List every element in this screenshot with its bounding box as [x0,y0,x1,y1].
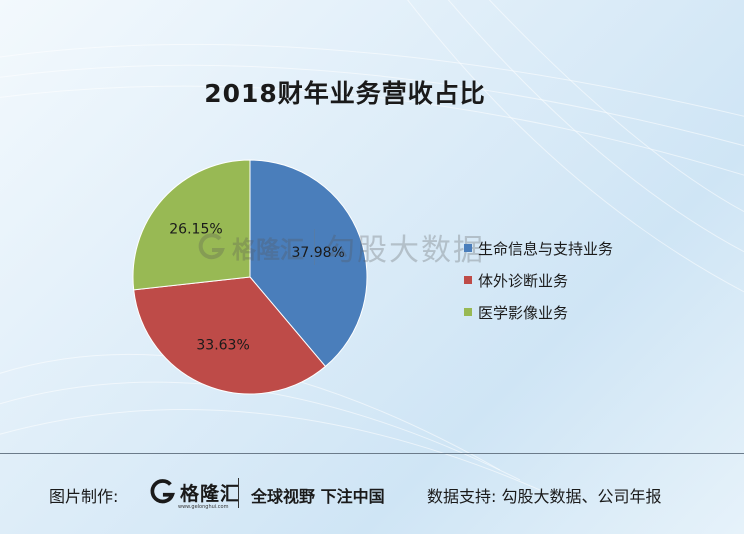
watermark: 格隆汇 勾股大数据 [196,222,496,272]
legend-label: 体外诊断业务 [478,271,569,290]
pie-slice [249,159,368,368]
chart-title: 2018财年业务营收占比 [204,79,486,108]
gelonghui-logo-icon [198,233,225,260]
slogan: 全球视野 下注中国 [251,487,385,506]
legend-label: 生命信息与支持业务 [478,239,614,258]
legend-item: 生命信息与支持业务 [464,232,613,264]
made-by-label: 图片制作: [49,487,119,506]
footer: 图片制作: 格隆汇 www.gelonghui.com 全球视野 下注中国 数据… [0,474,744,514]
footer-divider [238,478,239,508]
pie-chart: 37.98% 33.63% 26.15% [132,159,368,395]
watermark-partner: 勾股大数据 [325,233,485,268]
data-label: 33.63% [196,337,249,353]
data-label: 26.15% [169,222,222,238]
data-label: 37.98% [291,245,344,261]
pie-slice [133,276,327,395]
watermark-divider [314,229,315,265]
legend-item: 体外诊断业务 [464,264,613,296]
footer-logo: 格隆汇 www.gelonghui.com [148,478,241,510]
watermark-brand: 格隆汇 [232,235,304,264]
footer-divider-line [0,453,744,454]
logo-name: 格隆汇 [180,482,241,505]
legend-item: 医学影像业务 [464,296,613,328]
pie-slice [132,159,251,291]
gelonghui-logo-icon [150,479,175,504]
legend-label: 医学影像业务 [478,303,569,322]
legend-swatch [464,276,472,284]
logo-url: www.gelonghui.com [178,504,229,510]
legend-swatch [464,244,472,252]
legend: 生命信息与支持业务 体外诊断业务 医学影像业务 [464,232,613,328]
legend-swatch [464,308,472,316]
data-source: 数据支持: 勾股大数据、公司年报 [427,487,662,506]
